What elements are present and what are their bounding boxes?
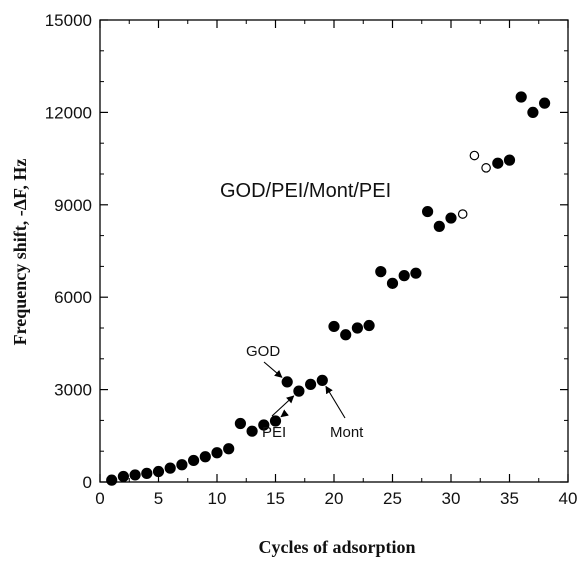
filled-data-point <box>269 415 282 427</box>
x-axis-title: Cycles of adsorption <box>259 537 416 557</box>
filled-data-point <box>375 266 387 278</box>
filled-data-point <box>117 470 130 483</box>
mont-annotation: Mont <box>330 424 364 441</box>
pei-arrow <box>271 395 295 417</box>
plot-border <box>99 19 569 483</box>
filled-data-point <box>386 277 399 289</box>
open-data-point <box>481 163 491 173</box>
open-data-point <box>469 150 480 161</box>
x-tick-label: 5 <box>154 489 163 508</box>
filled-data-point <box>445 212 457 224</box>
filled-data-point <box>351 322 363 334</box>
plot-frame <box>99 19 569 483</box>
filled-data-point <box>141 467 153 479</box>
x-tick-label: 30 <box>442 489 461 508</box>
filled-data-point <box>199 451 211 463</box>
filled-data-point <box>410 267 422 279</box>
x-tick-label: 25 <box>383 489 402 508</box>
data-points <box>106 91 551 486</box>
x-tick-label: 0 <box>95 489 104 508</box>
filled-data-point <box>176 459 188 471</box>
annotation-arrows <box>263 361 346 419</box>
filled-data-point <box>211 447 223 459</box>
filled-data-point <box>223 443 235 455</box>
filled-data-point <box>515 91 527 103</box>
filled-data-point <box>398 270 410 282</box>
y-tick-label: 12000 <box>45 103 92 122</box>
pei-annotation: PEI <box>262 424 286 441</box>
y-tick-label: 3000 <box>54 381 92 400</box>
filled-data-point <box>433 220 445 232</box>
y-tick-label: 6000 <box>54 288 92 307</box>
x-tick-label: 15 <box>266 489 285 508</box>
y-axis-ticks: 0 3000 6000 9000 12000 15000 <box>45 11 568 492</box>
x-tick-label: 20 <box>325 489 344 508</box>
x-axis-ticks: 0 5 10 15 20 25 30 35 40 <box>95 20 577 508</box>
filled-data-point <box>538 97 551 109</box>
filled-data-point <box>129 469 141 481</box>
y-tick-label: 9000 <box>54 196 92 215</box>
pei-arrow <box>280 409 289 418</box>
filled-data-point <box>281 376 293 388</box>
y-axis-title: Frequency shift, -ΔF, Hz <box>10 159 30 346</box>
x-tick-label: 35 <box>500 489 519 508</box>
mont-arrow <box>325 385 346 419</box>
filled-data-point <box>106 474 118 486</box>
god-arrow <box>263 361 283 378</box>
filled-data-point <box>304 378 317 390</box>
filled-data-point <box>188 454 200 467</box>
x-tick-label: 10 <box>208 489 227 508</box>
open-data-point <box>457 209 468 219</box>
filled-data-point <box>340 329 352 341</box>
filled-data-point <box>234 417 246 430</box>
filled-data-point <box>328 320 340 333</box>
filled-data-point <box>492 157 504 169</box>
filled-data-point <box>164 462 176 474</box>
filled-data-point <box>293 385 305 397</box>
filled-data-point <box>258 419 270 431</box>
god-annotation: GOD <box>246 343 280 360</box>
filled-data-point <box>246 425 258 437</box>
x-tick-label: 40 <box>559 489 578 508</box>
filled-data-point <box>152 465 165 478</box>
filled-data-point <box>363 319 375 332</box>
filled-data-point <box>316 374 328 386</box>
y-tick-label: 15000 <box>45 11 92 30</box>
filled-data-point <box>503 154 516 166</box>
y-tick-label: 0 <box>83 473 92 492</box>
composition-label: GOD/PEI/Mont/PEI <box>220 180 391 202</box>
filled-data-point <box>527 106 539 119</box>
filled-data-point <box>421 205 434 218</box>
